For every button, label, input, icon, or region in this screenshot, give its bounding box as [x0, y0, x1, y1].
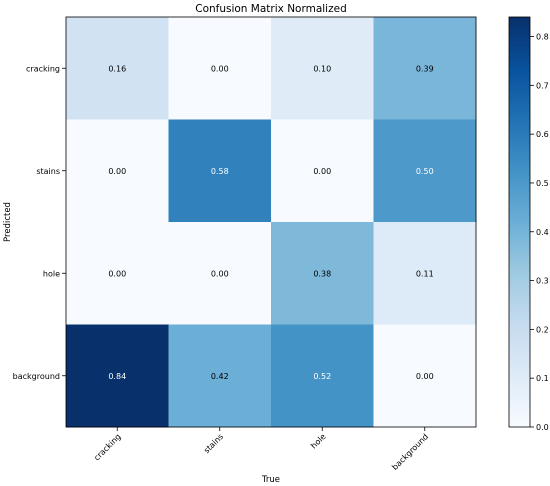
x-axis-ticks: cracking stains hole background: [92, 427, 430, 472]
cell-value-label: 0.58: [211, 167, 229, 176]
heatmap-cell: [66, 324, 169, 428]
heatmap-cell: [271, 119, 374, 223]
heatmap-cell: [373, 324, 477, 428]
colorbar-tick-label: 0.4: [536, 228, 549, 237]
heatmap-cells: [66, 17, 477, 428]
y-tick-label: background: [13, 372, 60, 381]
y-tick-label: cracking: [26, 64, 60, 73]
cell-value-label: 0.39: [416, 64, 434, 73]
heatmap-cell: [271, 222, 374, 325]
cell-value-label: 0.52: [313, 372, 331, 381]
cell-value-label: 0.00: [211, 64, 229, 73]
cell-value-label: 0.16: [108, 64, 126, 73]
heatmap-cell: [373, 119, 477, 223]
heatmap-cell: [271, 17, 374, 120]
colorbar-ticks: 0.0 0.1 0.2 0.3 0.4 0.5 0.6 0.7 0.8: [530, 33, 549, 432]
colorbar-tick-label: 0.2: [536, 325, 549, 334]
y-tick-label: stains: [36, 167, 60, 176]
heatmap-cell: [168, 324, 272, 428]
colorbar-tick-label: 0.8: [536, 33, 549, 42]
colorbar-tick-label: 0.6: [536, 130, 549, 139]
cell-value-label: 0.42: [211, 372, 229, 381]
colorbar-tick-label: 0.5: [536, 179, 549, 188]
x-tick-label: stains: [202, 432, 225, 455]
chart-title: Confusion Matrix Normalized: [195, 3, 347, 15]
y-axis-label: Predicted: [3, 202, 13, 242]
cell-value-label: 0.11: [416, 269, 434, 278]
x-axis-label: True: [261, 475, 280, 485]
colorbar-tick-label: 0.1: [536, 374, 549, 383]
heatmap-cell: [168, 17, 272, 120]
y-axis-ticks: cracking stains hole background: [13, 64, 66, 381]
heatmap-cell: [271, 324, 374, 428]
heatmap-cell: [373, 222, 477, 325]
x-tick-label: hole: [309, 432, 328, 451]
colorbar-tick-label: 0.0: [536, 423, 549, 432]
colorbar-gradient: [508, 16, 531, 428]
plot-frame: [65, 16, 477, 428]
cell-value-label: 0.00: [108, 269, 126, 278]
x-tick-label: background: [390, 432, 430, 472]
cell-value-label: 0.50: [416, 167, 434, 176]
cell-value-label: 0.00: [108, 167, 126, 176]
heatmap-cell: [168, 222, 272, 325]
y-tick-label: hole: [43, 269, 60, 278]
cell-value-label: 0.84: [108, 372, 126, 381]
cell-value-label: 0.10: [313, 64, 331, 73]
x-tick-label: cracking: [92, 432, 122, 462]
heatmap-cell: [168, 119, 272, 223]
colorbar: 0.0 0.1 0.2 0.3 0.4 0.5 0.6 0.7 0.8: [508, 16, 549, 432]
heatmap-cell: [66, 119, 169, 223]
cell-value-label: 0.38: [313, 269, 331, 278]
cell-value-label: 0.00: [211, 269, 229, 278]
heatmap-cell-labels: 0.16 0.00 0.10 0.39 0.00 0.58 0.00 0.50 0.00 0.00…: [108, 64, 433, 381]
heatmap-cell: [66, 222, 169, 325]
colorbar-tick-label: 0.3: [536, 277, 549, 286]
colorbar-tick-label: 0.7: [536, 81, 549, 90]
heatmap-cell: [66, 17, 169, 120]
heatmap-cell: [373, 17, 477, 120]
cell-value-label: 0.00: [416, 372, 434, 381]
cell-value-label: 0.00: [313, 167, 331, 176]
